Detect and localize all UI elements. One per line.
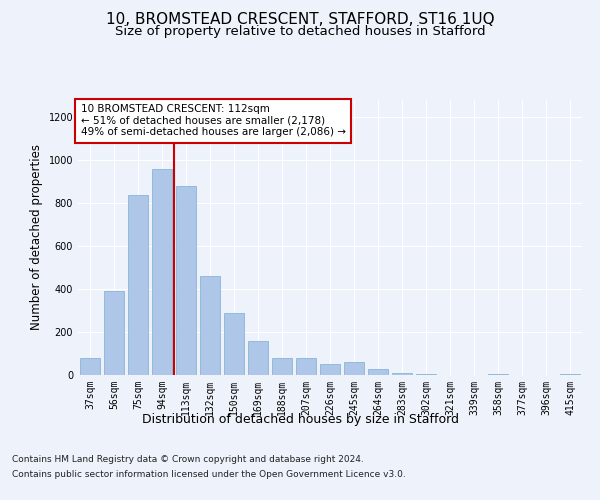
Text: Distribution of detached houses by size in Stafford: Distribution of detached houses by size … — [142, 412, 458, 426]
Bar — [368, 368, 388, 375]
Bar — [272, 358, 292, 375]
Bar — [248, 340, 268, 375]
Text: 10 BROMSTEAD CRESCENT: 112sqm
← 51% of detached houses are smaller (2,178)
49% o: 10 BROMSTEAD CRESCENT: 112sqm ← 51% of d… — [80, 104, 346, 138]
Bar — [296, 358, 316, 375]
Bar — [200, 276, 220, 375]
Bar — [152, 169, 172, 375]
Bar — [80, 358, 100, 375]
Y-axis label: Number of detached properties: Number of detached properties — [30, 144, 43, 330]
Bar — [392, 373, 412, 375]
Text: Contains public sector information licensed under the Open Government Licence v3: Contains public sector information licen… — [12, 470, 406, 479]
Bar — [416, 374, 436, 375]
Bar — [560, 374, 580, 375]
Bar — [224, 312, 244, 375]
Bar — [488, 374, 508, 375]
Bar — [128, 194, 148, 375]
Text: 10, BROMSTEAD CRESCENT, STAFFORD, ST16 1UQ: 10, BROMSTEAD CRESCENT, STAFFORD, ST16 1… — [106, 12, 494, 28]
Text: Contains HM Land Registry data © Crown copyright and database right 2024.: Contains HM Land Registry data © Crown c… — [12, 455, 364, 464]
Bar — [104, 291, 124, 375]
Bar — [344, 362, 364, 375]
Text: Size of property relative to detached houses in Stafford: Size of property relative to detached ho… — [115, 25, 485, 38]
Bar — [176, 186, 196, 375]
Bar — [320, 364, 340, 375]
